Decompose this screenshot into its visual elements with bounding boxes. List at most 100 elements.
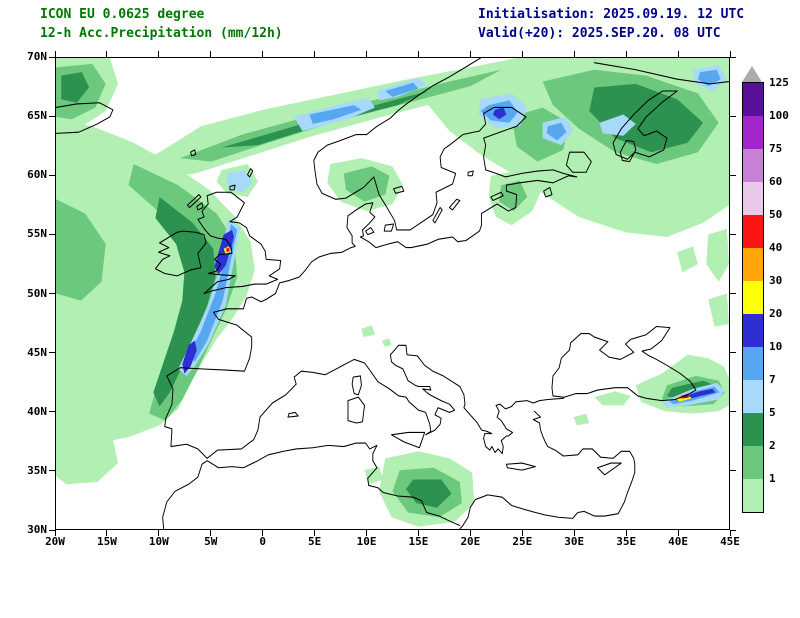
legend-color-segment	[743, 248, 763, 281]
coastline-iceland	[56, 102, 114, 134]
legend-label: 60	[769, 175, 783, 188]
coastline-north-africa	[162, 442, 461, 529]
lat-tick	[49, 56, 55, 58]
coastline-aegean-levant	[459, 410, 636, 529]
legend-overflow-cap	[742, 66, 762, 82]
island-shetland	[247, 168, 254, 178]
lon-tick	[158, 51, 160, 57]
lat-tick	[730, 174, 736, 176]
lon-tick-label: 20W	[45, 535, 65, 548]
legend-label: 75	[769, 142, 783, 155]
coastlines-layer	[56, 58, 729, 529]
legend-color-segment	[743, 347, 763, 380]
lat-tick	[49, 411, 55, 413]
legend-color-segment	[743, 479, 763, 512]
island-faroe	[190, 149, 197, 157]
coastline-britain	[197, 191, 282, 295]
coastline-white-sea	[612, 90, 678, 160]
legend-color-segment	[743, 380, 763, 413]
lat-tick	[730, 352, 736, 354]
lon-tick	[158, 530, 160, 536]
legend-label: 2	[769, 439, 776, 452]
lat-tick-label: 45N	[27, 345, 47, 359]
lon-tick-label: 25E	[512, 535, 533, 548]
lat-tick-label: 50N	[27, 286, 47, 300]
lat-tick	[49, 470, 55, 472]
lon-tick	[106, 530, 108, 536]
lon-tick	[521, 530, 523, 536]
lon-tick-label: 20E	[460, 535, 481, 548]
precipitation-layer	[56, 58, 729, 527]
init-time: Initialisation: 2025.09.19. 12 UTC	[478, 7, 745, 22]
lon-tick	[417, 51, 419, 57]
lake-vanern	[393, 185, 405, 194]
lat-tick	[730, 293, 736, 294]
legend-color-segment	[743, 446, 763, 479]
legend-color-segment	[743, 83, 763, 116]
legend-color-segment	[743, 413, 763, 446]
lon-tick	[625, 51, 627, 57]
island-sicily	[390, 431, 426, 449]
lat-tick	[730, 233, 736, 235]
lon-tick	[366, 530, 368, 536]
map-canvas	[55, 57, 730, 530]
lat-tick	[49, 233, 55, 235]
lon-tick	[677, 51, 679, 57]
lat-tick	[49, 174, 55, 176]
island-hebrides	[187, 194, 202, 209]
lat-tick-label: 60N	[27, 168, 47, 182]
lon-tick	[521, 51, 523, 57]
lat-tick-label: 30N	[27, 523, 47, 536]
lon-tick	[573, 51, 575, 57]
lon-tick-label: 45E	[720, 535, 740, 548]
legend-label: 40	[769, 241, 783, 254]
lat-tick	[49, 352, 55, 354]
lon-tick-label: 35E	[616, 535, 637, 548]
lat-tick-label: 65N	[27, 109, 47, 123]
valid-time: Valid(+20): 2025.SEP.20. 08 UTC	[478, 26, 721, 41]
lon-tick	[210, 51, 212, 57]
lat-tick	[730, 56, 736, 58]
legend-label: 5	[769, 406, 776, 419]
legend-colorbar	[742, 82, 764, 513]
legend-label: 1	[769, 472, 776, 485]
lon-tick	[625, 530, 627, 536]
lat-tick	[49, 529, 55, 531]
legend-label: 50	[769, 208, 783, 221]
legend-label: 30	[769, 274, 783, 287]
legend-color-segment	[743, 281, 763, 314]
lon-tick-label: 15W	[96, 535, 117, 548]
map-svg	[56, 58, 729, 529]
lon-tick-label: 5E	[307, 535, 322, 548]
island-skye	[196, 202, 204, 211]
coastline-ireland	[154, 230, 207, 277]
lon-tick	[54, 530, 56, 536]
lake-ladoga	[565, 151, 592, 173]
legend-color-segment	[743, 116, 763, 149]
coastline-kola-barents	[593, 62, 729, 85]
lake-onega	[619, 139, 637, 163]
lat-tick	[730, 529, 736, 531]
legend-label: 100	[769, 109, 789, 122]
model-title: ICON EU 0.0625 degree	[40, 7, 205, 22]
lat-tick-label: 70N	[27, 50, 47, 63]
island-saaremaa	[490, 191, 504, 202]
lon-tick	[106, 51, 108, 57]
lon-tick	[417, 530, 419, 536]
lat-tick-label: 35N	[27, 463, 47, 477]
legend-label: 125	[769, 76, 789, 89]
lon-tick	[729, 51, 731, 57]
legend-color-segment	[743, 215, 763, 248]
lat-tick-label: 40N	[27, 404, 47, 418]
lon-tick-label: 40E	[668, 535, 688, 548]
lake-peipus	[543, 186, 553, 198]
lat-tick	[730, 411, 736, 413]
lon-tick	[314, 51, 316, 57]
island-cyprus	[597, 462, 622, 476]
island-crete	[505, 462, 536, 471]
lon-tick	[314, 530, 316, 536]
coastline-mainland-atlantic-baltic	[164, 58, 578, 459]
island-orkney	[229, 184, 236, 191]
legend-label: 10	[769, 340, 783, 353]
lat-tick-label: 55N	[27, 227, 47, 241]
